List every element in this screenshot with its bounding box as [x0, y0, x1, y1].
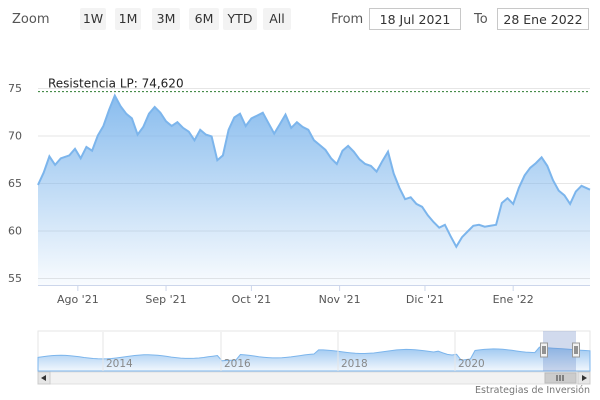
x-tick-label: Sep '21: [145, 293, 186, 306]
x-tick-label: Ene '22: [493, 293, 534, 306]
price-line: [37, 93, 591, 249]
to-label: To: [474, 12, 488, 27]
zoom-3m-button[interactable]: 3M: [152, 8, 180, 30]
navigator-tick-label: 2020: [458, 358, 485, 370]
x-tick-label: Oct '21: [232, 293, 272, 306]
zoom-label: Zoom: [12, 12, 50, 27]
zoom-ytd-button[interactable]: YTD: [223, 8, 257, 30]
navigator-series: [37, 346, 591, 372]
y-tick-label: 55: [8, 272, 22, 285]
zoom-all-button[interactable]: All: [263, 8, 291, 30]
navigator-tick-label: 2016: [224, 358, 251, 370]
chart-credit[interactable]: Estrategias de Inversión: [475, 385, 590, 396]
x-tick-label: Dic '21: [406, 293, 444, 306]
to-date-input[interactable]: 28 Ene 2022: [497, 8, 589, 30]
y-tick-label: 65: [8, 177, 22, 190]
arrow-right-icon: [582, 375, 587, 381]
zoom-1m-button[interactable]: 1M: [115, 8, 141, 30]
navigator-left-handle[interactable]: [540, 342, 548, 358]
navigator[interactable]: 2014 2016 2018 2020: [37, 330, 591, 372]
x-tick-label: Nov '21: [319, 293, 361, 306]
y-tick-label: 75: [8, 82, 22, 95]
from-date-input[interactable]: 18 Jul 2021: [369, 8, 461, 30]
zoom-1w-button[interactable]: 1W: [80, 8, 106, 30]
scrollbar-track[interactable]: [37, 371, 591, 385]
zoom-6m-button[interactable]: 6M: [189, 8, 219, 30]
resistance-label: Resistencia LP: 74,620: [48, 77, 184, 91]
navigator-tick-label: 2014: [106, 358, 133, 370]
y-tick-label: 60: [8, 225, 22, 238]
price-area: [38, 95, 590, 285]
navigator-right-handle[interactable]: [572, 342, 580, 358]
navigator-tick-label: 2018: [341, 358, 368, 370]
x-axis: Ago '21 Sep '21 Oct '21 Nov '21 Dic '21 Ene '…: [57, 285, 534, 306]
navigator-selection[interactable]: [543, 331, 576, 371]
from-label: From: [331, 12, 364, 27]
y-axis: 55 60 65 70 75: [8, 82, 22, 285]
arrow-left-icon: [41, 375, 46, 381]
navigator-axis: 2014 2016 2018 2020: [102, 332, 485, 371]
scrollbar[interactable]: [37, 371, 591, 385]
y-tick-label: 70: [8, 130, 22, 143]
x-tick-label: Ago '21: [57, 293, 99, 306]
